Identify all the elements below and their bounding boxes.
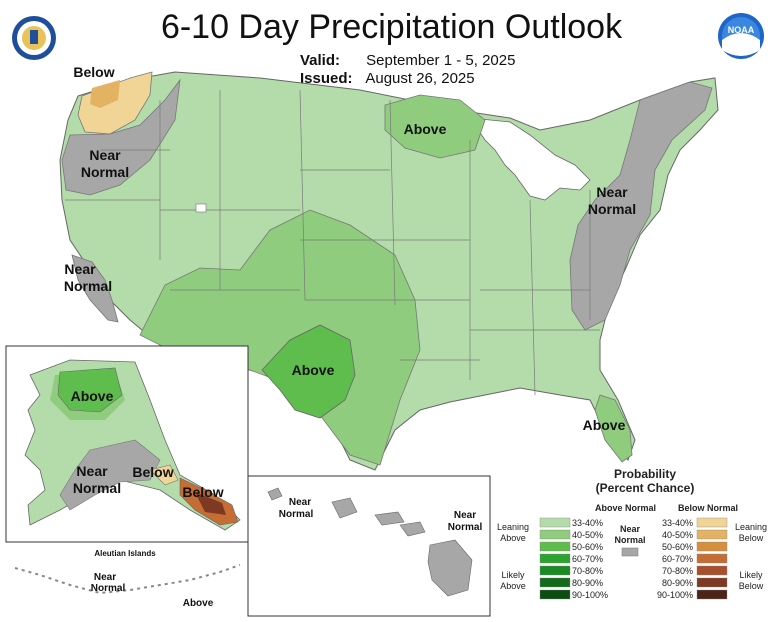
great-lakes (469, 117, 591, 201)
valid-dates: Valid: September 1 - 5, 2025 (300, 52, 516, 69)
hawaii-inset: Near Normal Near Normal (247, 475, 491, 617)
below-swatch-0 (696, 517, 728, 528)
below-swatch-label-1: 40-50% (662, 530, 693, 540)
label-near-nw-1: Near (89, 147, 121, 163)
above-swatch-label-5: 80-90% (572, 578, 603, 588)
label-near-ca-2: Normal (64, 278, 112, 294)
svg-text:Above Normal: Above Normal (595, 503, 656, 513)
below-swatch-label-3: 60-70% (662, 554, 693, 564)
above-swatch-label-4: 70-80% (572, 566, 603, 576)
label-near-ne-2: Normal (588, 201, 636, 217)
below-swatch-2 (696, 541, 728, 552)
legend-title: Probability (Percent Chance) (595, 467, 695, 495)
below-swatch-5 (696, 577, 728, 588)
above-swatch-label-6: 90-100% (572, 590, 608, 600)
label-ak-below-1: Below (132, 464, 173, 480)
state-borders (65, 89, 600, 396)
aleutian-inset: Aleutian Islands Near Normal Above (14, 549, 241, 609)
map-title: 6-10 Day Precipitation Outlook (160, 8, 623, 46)
above-swatch-3 (539, 553, 571, 564)
ne-near-region (569, 81, 713, 331)
nw-near-region (61, 78, 181, 196)
label-ak-near-2: Normal (73, 480, 121, 496)
label-ak-near-1: Near (76, 463, 108, 479)
label-below-nw: Below (73, 64, 114, 80)
svg-text:Leaning: Leaning (735, 522, 767, 532)
above-swatch-label-2: 50-60% (572, 542, 603, 552)
label-ak-below-2: Below (182, 484, 223, 500)
doc-seal-logo (12, 16, 56, 60)
below-swatch-label-6: 90-100% (657, 590, 693, 600)
svg-text:Near: Near (454, 510, 476, 521)
svg-text:Leaning: Leaning (497, 522, 529, 532)
below-swatch-1 (696, 529, 728, 540)
svg-text:Above: Above (500, 533, 526, 543)
above-swatch-6 (539, 589, 571, 600)
below-swatch-6 (696, 589, 728, 600)
svg-text:Normal: Normal (279, 509, 314, 520)
above-swatch-4 (539, 565, 571, 576)
great-salt-lake (195, 203, 207, 213)
label-above-mn: Above (404, 121, 447, 137)
above-swatch-label-1: 40-50% (572, 530, 603, 540)
above-swatch-label-3: 60-70% (572, 554, 603, 564)
below-swatches: 33-40% 40-50% 50-60% 60-70% 70-80% 80-90% 90-1… (657, 517, 728, 600)
label-near-nw-2: Normal (81, 164, 129, 180)
issued-date: Issued: August 26, 2025 (300, 70, 475, 87)
above-swatch-1 (539, 529, 571, 540)
svg-text:Normal: Normal (91, 583, 126, 594)
above-swatch-0 (539, 517, 571, 528)
label-above-tx: Above (292, 362, 335, 378)
label-ak-above: Above (71, 388, 114, 404)
svg-text:Below: Below (739, 533, 764, 543)
sw-above-region (139, 209, 421, 466)
fl-above-region (594, 394, 633, 463)
below-swatch-4 (696, 565, 728, 576)
svg-text:Below Normal: Below Normal (678, 503, 738, 513)
svg-text:Normal: Normal (448, 522, 483, 533)
label-near-ca-1: Near (64, 261, 96, 277)
svg-text:Above: Above (183, 598, 214, 609)
below-swatch-label-4: 70-80% (662, 566, 693, 576)
tx-above-core (261, 324, 356, 419)
nw-below-core (90, 80, 120, 108)
below-swatch-label-2: 50-60% (662, 542, 693, 552)
above-swatch-label-0: 33-40% (572, 518, 603, 528)
legend: Above Normal Below Normal 33-40% 40-50% 50… (497, 503, 767, 600)
ca-near-region (71, 254, 119, 323)
svg-text:NOAA: NOAA (728, 25, 755, 35)
below-swatch-3 (696, 553, 728, 564)
label-near-ne-1: Near (596, 184, 628, 200)
svg-text:Normal: Normal (614, 535, 645, 545)
label-above-fl: Above (583, 417, 626, 433)
alaska-inset: Above Near Normal Below Below (5, 345, 249, 543)
svg-text:Below: Below (739, 581, 764, 591)
svg-text:Near: Near (289, 497, 311, 508)
below-swatch-label-0: 33-40% (662, 518, 693, 528)
above-swatches: 33-40% 40-50% 50-60% 60-70% 70-80% 80-90% 90-1… (539, 517, 608, 600)
nw-below-region (77, 71, 153, 135)
near-normal-swatch (621, 547, 639, 557)
below-swatch-label-5: 80-90% (662, 578, 693, 588)
above-swatch-5 (539, 577, 571, 588)
svg-text:Likely: Likely (501, 570, 525, 580)
svg-text:Aleutian Islands: Aleutian Islands (94, 549, 156, 558)
svg-text:Near: Near (620, 524, 641, 534)
svg-text:Likely: Likely (739, 570, 763, 580)
mn-above-region (384, 94, 486, 159)
svg-text:Above: Above (500, 581, 526, 591)
svg-text:Near: Near (94, 572, 116, 583)
above-swatch-2 (539, 541, 571, 552)
noaa-logo: NOAA (718, 13, 764, 59)
